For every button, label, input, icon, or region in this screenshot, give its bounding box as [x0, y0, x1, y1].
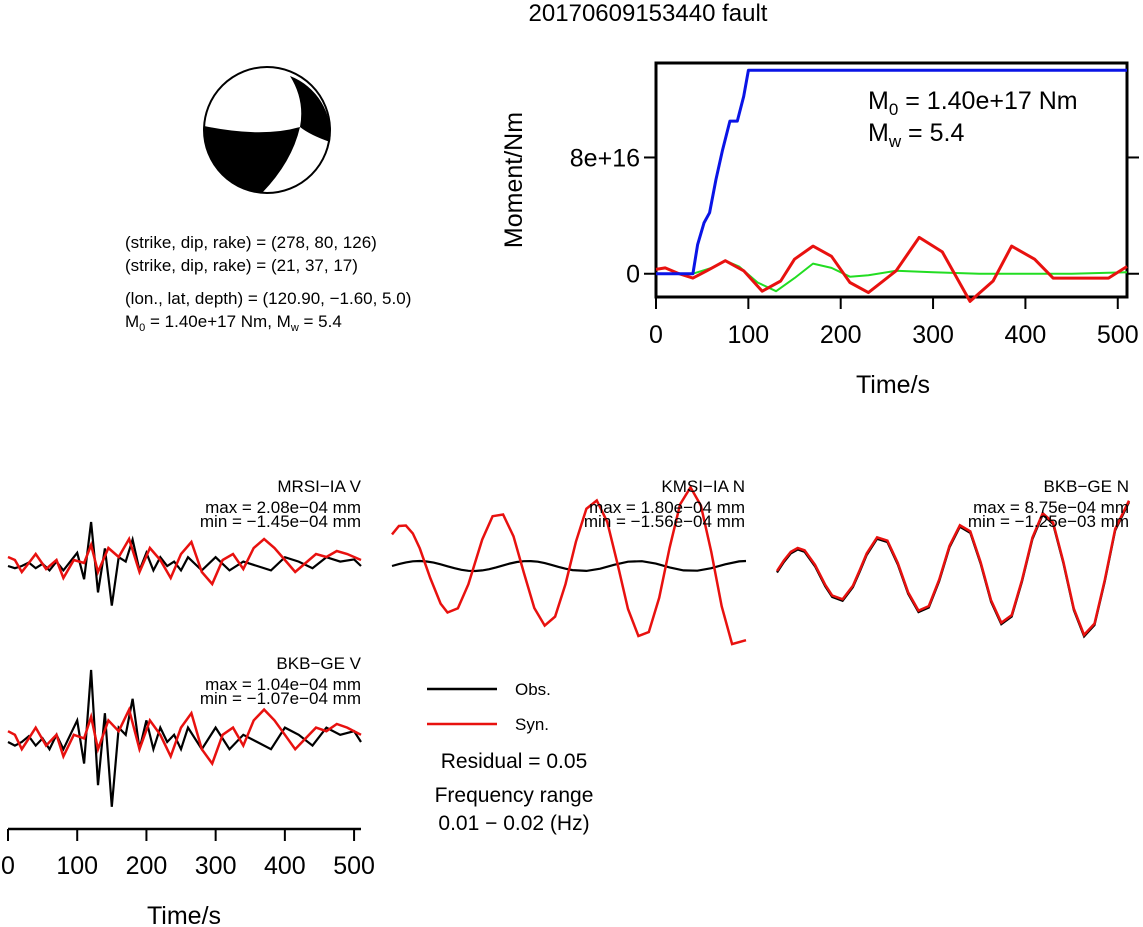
- strike-dip-rake-1: (strike, dip, rake) = (278, 80, 126): [125, 233, 377, 252]
- waveform-axis-ticks: 0 100 200 300 400 500: [1, 829, 375, 880]
- station-min: min = −1.25e−03 mm: [968, 512, 1129, 531]
- legend-syn-label: Syn.: [515, 715, 549, 734]
- moment-ytick-label: 0: [626, 261, 640, 289]
- moment-xtick-label: 300: [912, 321, 954, 349]
- obs-trace: [7, 669, 362, 807]
- moment-line-moment: [656, 68, 1127, 276]
- station-max: max = 2.08e−04 mm: [205, 498, 361, 517]
- obs-trace: [391, 559, 747, 573]
- station-min: min = −1.07e−04 mm: [200, 689, 361, 708]
- strike-dip-rake-2: (strike, dip, rake) = (21, 37, 17): [125, 256, 358, 275]
- syn-trace: [391, 484, 747, 646]
- moment-axes: 0 100 200 300 400 500 0 8e+16: [570, 144, 1139, 349]
- moment-xtick-label: 100: [727, 321, 769, 349]
- moment-plot-frame: [654, 61, 1129, 299]
- moment-xlabel: Time/s: [856, 371, 930, 399]
- moment-m0-annotation: M0 = 1.40e+17 Nm: [868, 87, 1078, 119]
- moment-xtick-label: 200: [820, 321, 862, 349]
- syn-trace: [7, 705, 362, 767]
- moment-summary: M0 = 1.40e+17 Nm, Mw = 5.4: [125, 312, 342, 334]
- moment-series: [655, 68, 1128, 303]
- waveform-xtick-label: 400: [264, 852, 306, 880]
- waveform-xtick-label: 300: [195, 852, 237, 880]
- moment-ylabel: Moment/Nm: [500, 112, 528, 248]
- frequency-title: Frequency range: [435, 784, 594, 807]
- station-label: MRSI−IA V: [277, 477, 361, 496]
- moment-xtick-label: 400: [1005, 321, 1047, 349]
- beachball: [203, 66, 331, 194]
- figure-title: 20170609153440 fault: [529, 0, 768, 27]
- waveform-xlabel: Time/s: [147, 902, 221, 927]
- station-label: KMSI−IA N: [661, 477, 745, 496]
- moment-line-red: [655, 235, 1128, 303]
- location-depth: (lon., lat, depth) = (120.90, −1.60, 5.0…: [125, 289, 411, 308]
- syn-trace: [775, 500, 1131, 638]
- residual: Residual = 0.05: [441, 750, 588, 773]
- frequency-range: 0.01 − 0.02 (Hz): [438, 812, 589, 835]
- legend-obs-label: Obs.: [515, 680, 551, 699]
- waveform-xtick-label: 0: [1, 852, 15, 880]
- moment-xtick-label: 500: [1097, 321, 1139, 349]
- station-max: max = 1.80e−04 mm: [589, 498, 745, 517]
- station-label: BKB−GE V: [276, 654, 361, 673]
- waveform-xtick-label: 100: [56, 852, 98, 880]
- station-min: min = −1.56e−04 mm: [584, 512, 745, 531]
- waveform-xtick-label: 500: [333, 852, 375, 880]
- syn-trace: [7, 535, 362, 587]
- moment-mw-annotation: Mw = 5.4: [868, 119, 964, 151]
- station-max: max = 1.04e−04 mm: [205, 675, 361, 694]
- waveform-xtick-label: 200: [126, 852, 168, 880]
- obs-trace: [7, 521, 362, 606]
- station-max: max = 8.75e−04 mm: [973, 498, 1129, 517]
- station-min: min = −1.45e−04 mm: [200, 512, 361, 531]
- moment-ytick-label: 8e+16: [570, 144, 640, 172]
- legend: Obs. Syn. Residual = 0.05 Frequency rang…: [427, 680, 593, 835]
- station-label: BKB−GE N: [1043, 477, 1129, 496]
- moment-xtick-label: 0: [649, 321, 663, 349]
